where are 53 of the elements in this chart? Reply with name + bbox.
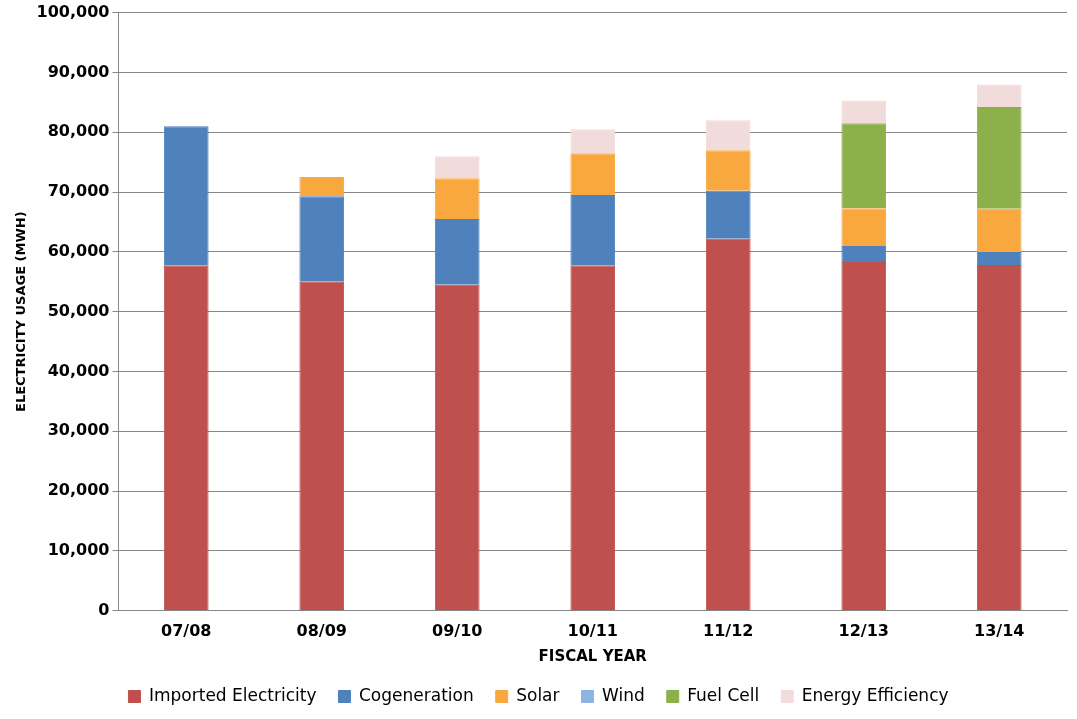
bar xyxy=(976,84,1022,108)
y-tick-label: 80,000 xyxy=(47,121,110,141)
bar xyxy=(705,150,751,191)
y-tick-label: 70,000 xyxy=(47,181,110,201)
bar xyxy=(705,120,751,151)
x-tick-label: 13/14 xyxy=(974,620,1025,640)
bar xyxy=(434,218,480,285)
bar xyxy=(570,129,616,154)
y-tick-label: 40,000 xyxy=(47,360,110,380)
y-tick-label: 10,000 xyxy=(47,540,110,560)
bar xyxy=(705,190,751,239)
bar xyxy=(299,196,345,282)
bar xyxy=(434,156,480,179)
legend-label: Imported Electricity xyxy=(148,684,317,705)
bar xyxy=(299,177,345,197)
bar xyxy=(976,107,1022,209)
x-tick-label: 09/10 xyxy=(432,620,483,640)
bar xyxy=(570,265,616,611)
bar xyxy=(976,208,1022,252)
y-tick-label: 90,000 xyxy=(47,61,110,81)
bar xyxy=(163,265,209,611)
bar xyxy=(841,262,887,611)
x-tick-label: 10/11 xyxy=(567,620,618,640)
y-tick-label: 20,000 xyxy=(47,480,110,500)
bar xyxy=(434,178,480,219)
x-tick-label: 08/09 xyxy=(296,620,347,640)
legend-label: Fuel Cell xyxy=(687,684,760,705)
y-tick-label: 60,000 xyxy=(47,241,110,261)
legend-label: Wind xyxy=(602,684,645,705)
legend-label: Solar xyxy=(516,684,560,705)
bar xyxy=(976,251,1022,266)
y-tick-label: 50,000 xyxy=(47,300,110,320)
legend-label: Cogeneration xyxy=(358,684,474,705)
x-axis-title: FISCAL YEAR xyxy=(538,646,648,665)
bar xyxy=(299,281,345,611)
legend-label: Energy Efficiency xyxy=(801,684,949,705)
y-tick-label: 100,000 xyxy=(36,1,110,21)
y-tick-label: 0 xyxy=(98,599,110,619)
bar xyxy=(705,238,751,611)
bar xyxy=(841,123,887,209)
bar xyxy=(570,153,616,196)
y-axis-title: ELECTRICITY USAGE (MWH) xyxy=(13,211,29,412)
bar xyxy=(841,100,887,124)
bar xyxy=(434,284,480,611)
x-tick-label: 12/13 xyxy=(838,620,889,640)
y-tick-label: 30,000 xyxy=(47,420,110,440)
bar xyxy=(570,195,616,266)
bar xyxy=(163,126,209,266)
bar xyxy=(841,208,887,246)
bar xyxy=(976,265,1022,611)
x-tick-label: 11/12 xyxy=(703,620,754,640)
x-tick-label: 07/08 xyxy=(161,620,212,640)
bar xyxy=(841,245,887,263)
